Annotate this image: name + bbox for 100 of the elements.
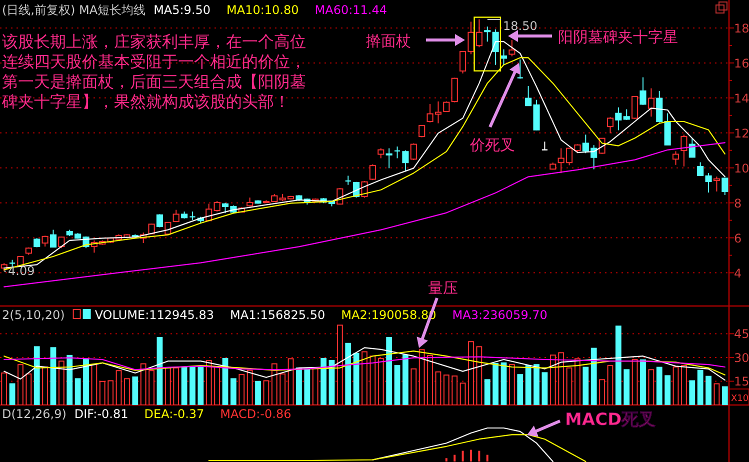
- candlestick: [672, 150, 680, 166]
- candlestick: [443, 100, 450, 112]
- bar: [320, 358, 326, 405]
- bar: [124, 378, 130, 405]
- candlestick: [632, 96, 638, 120]
- bar: [1, 372, 8, 405]
- y-tick-label: 14: [734, 91, 749, 106]
- line-series: [4, 347, 726, 381]
- bar: [42, 366, 48, 405]
- y-tick-label: 18: [734, 21, 749, 36]
- annotation: 阳阴墓碑夹十字星: [558, 28, 678, 46]
- candlestick: [410, 142, 417, 160]
- bar: [386, 337, 392, 405]
- bar: [445, 458, 448, 462]
- bar: [517, 374, 524, 405]
- bar: [476, 346, 482, 405]
- bar: [58, 360, 64, 405]
- text: MA1:156825.50: [230, 308, 326, 322]
- candlestick: [156, 214, 164, 228]
- bar: [500, 362, 507, 405]
- candlestick: [386, 148, 392, 169]
- bar: [164, 367, 171, 405]
- bar: [370, 356, 376, 405]
- bar: [304, 368, 310, 405]
- text: MA10:10.80: [226, 3, 299, 17]
- bar: [418, 349, 425, 405]
- y-tick-label: 4: [734, 266, 742, 280]
- bar: [427, 354, 433, 405]
- bar: [173, 367, 180, 405]
- bar: [378, 358, 384, 405]
- bar: [462, 450, 464, 462]
- bar: [74, 378, 81, 405]
- bar: [296, 367, 302, 405]
- annotation: 4.09: [8, 264, 35, 278]
- bar: [246, 370, 253, 405]
- bar: [534, 364, 540, 405]
- candlestick: [664, 112, 671, 146]
- bar: [454, 454, 456, 462]
- bar: [525, 365, 532, 405]
- candlestick: [656, 90, 663, 123]
- bar: [590, 348, 597, 405]
- bar: [26, 373, 32, 405]
- bar: [394, 365, 400, 405]
- candlestick: [172, 209, 180, 223]
- bar: [722, 386, 728, 405]
- chart-title: D(12,26,9): [2, 407, 66, 421]
- candlestick: [623, 108, 630, 120]
- bar: [312, 367, 318, 405]
- candlestick: [640, 76, 646, 106]
- y-tick-label: 6: [734, 231, 742, 246]
- text: X10: [731, 394, 749, 404]
- candlestick: [615, 106, 622, 131]
- bar: [460, 382, 466, 405]
- bar: [714, 383, 720, 405]
- y-tick-label: 15: [734, 374, 749, 389]
- bar: [156, 337, 163, 405]
- bar: [9, 383, 16, 405]
- bar: [140, 363, 146, 405]
- text: MA3:236059.70: [452, 308, 548, 322]
- bar: [18, 364, 24, 405]
- bar: [34, 346, 40, 405]
- bar: [697, 370, 704, 405]
- bar: [435, 371, 442, 405]
- bar: [558, 352, 564, 405]
- candlestick: [648, 88, 654, 118]
- y-tick-label: 45: [734, 327, 749, 342]
- bar: [181, 366, 188, 405]
- annotation: 该股长期上涨，庄家获利丰厚，在一个高位连续四天股价基本受阻于一个相近的价位，第一天是擀面杖，后面三天组合成【阳阴墓碑夹十字星】，果然就构成该股的头部！: [1, 32, 306, 111]
- bar: [508, 364, 515, 405]
- candlestick: [516, 58, 524, 80]
- candlestick: [58, 236, 65, 249]
- y-tick-label: 10: [734, 161, 749, 176]
- candlestick: [713, 176, 720, 192]
- y-tick-label: 12: [734, 126, 749, 140]
- candlestick: [451, 77, 458, 103]
- candlestick: [369, 164, 376, 181]
- bar: [230, 378, 236, 405]
- bar: [452, 376, 458, 405]
- bar: [198, 366, 204, 405]
- line-series: [4, 356, 726, 370]
- text: MA5:9.50: [154, 3, 211, 17]
- bar: [362, 351, 368, 405]
- y-tick-label: 8: [734, 196, 742, 210]
- bar: [288, 358, 294, 405]
- bar: [108, 380, 114, 405]
- candlestick: [214, 200, 220, 212]
- bar: [410, 368, 417, 405]
- bar: [656, 366, 662, 405]
- text: DEA:-0.37: [144, 407, 204, 421]
- bar: [116, 370, 122, 405]
- annotation: MACD死叉: [565, 410, 656, 430]
- annotation: 擀面杖: [366, 32, 411, 50]
- chart-title: 2(5,10,20): [2, 308, 65, 322]
- text: MACD:-0.86: [220, 407, 292, 421]
- bar: [607, 365, 614, 405]
- bar: [271, 363, 278, 405]
- bar: [648, 369, 654, 405]
- bar: [353, 352, 360, 405]
- bar: [280, 373, 286, 405]
- bar: [566, 367, 572, 405]
